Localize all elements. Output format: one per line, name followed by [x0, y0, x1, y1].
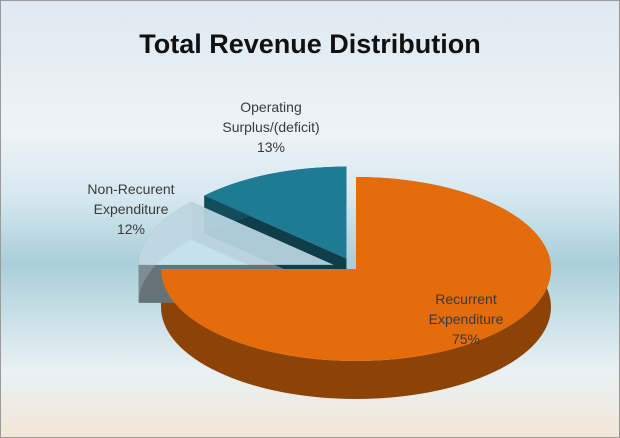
data-label-value: 75% [451, 331, 481, 347]
data-label-name: Non-Recurent Expenditure [87, 181, 175, 217]
data-label: Operating Surplus/(deficit) 13% [201, 97, 341, 157]
chart-title: Total Revenue Distribution [139, 29, 481, 59]
data-label-value: 13% [256, 139, 286, 155]
data-label-name: Operating Surplus/(deficit) [222, 99, 320, 135]
data-label-name: Recurrent Expenditure [428, 291, 504, 327]
slice [138, 201, 334, 265]
data-label: Non-Recurent Expenditure 12% [71, 179, 191, 239]
slice [161, 177, 551, 361]
slice-tops [138, 166, 551, 361]
data-label-value: 12% [116, 221, 146, 237]
slice [204, 166, 347, 259]
data-label: Recurrent Expenditure 75% [406, 289, 526, 349]
